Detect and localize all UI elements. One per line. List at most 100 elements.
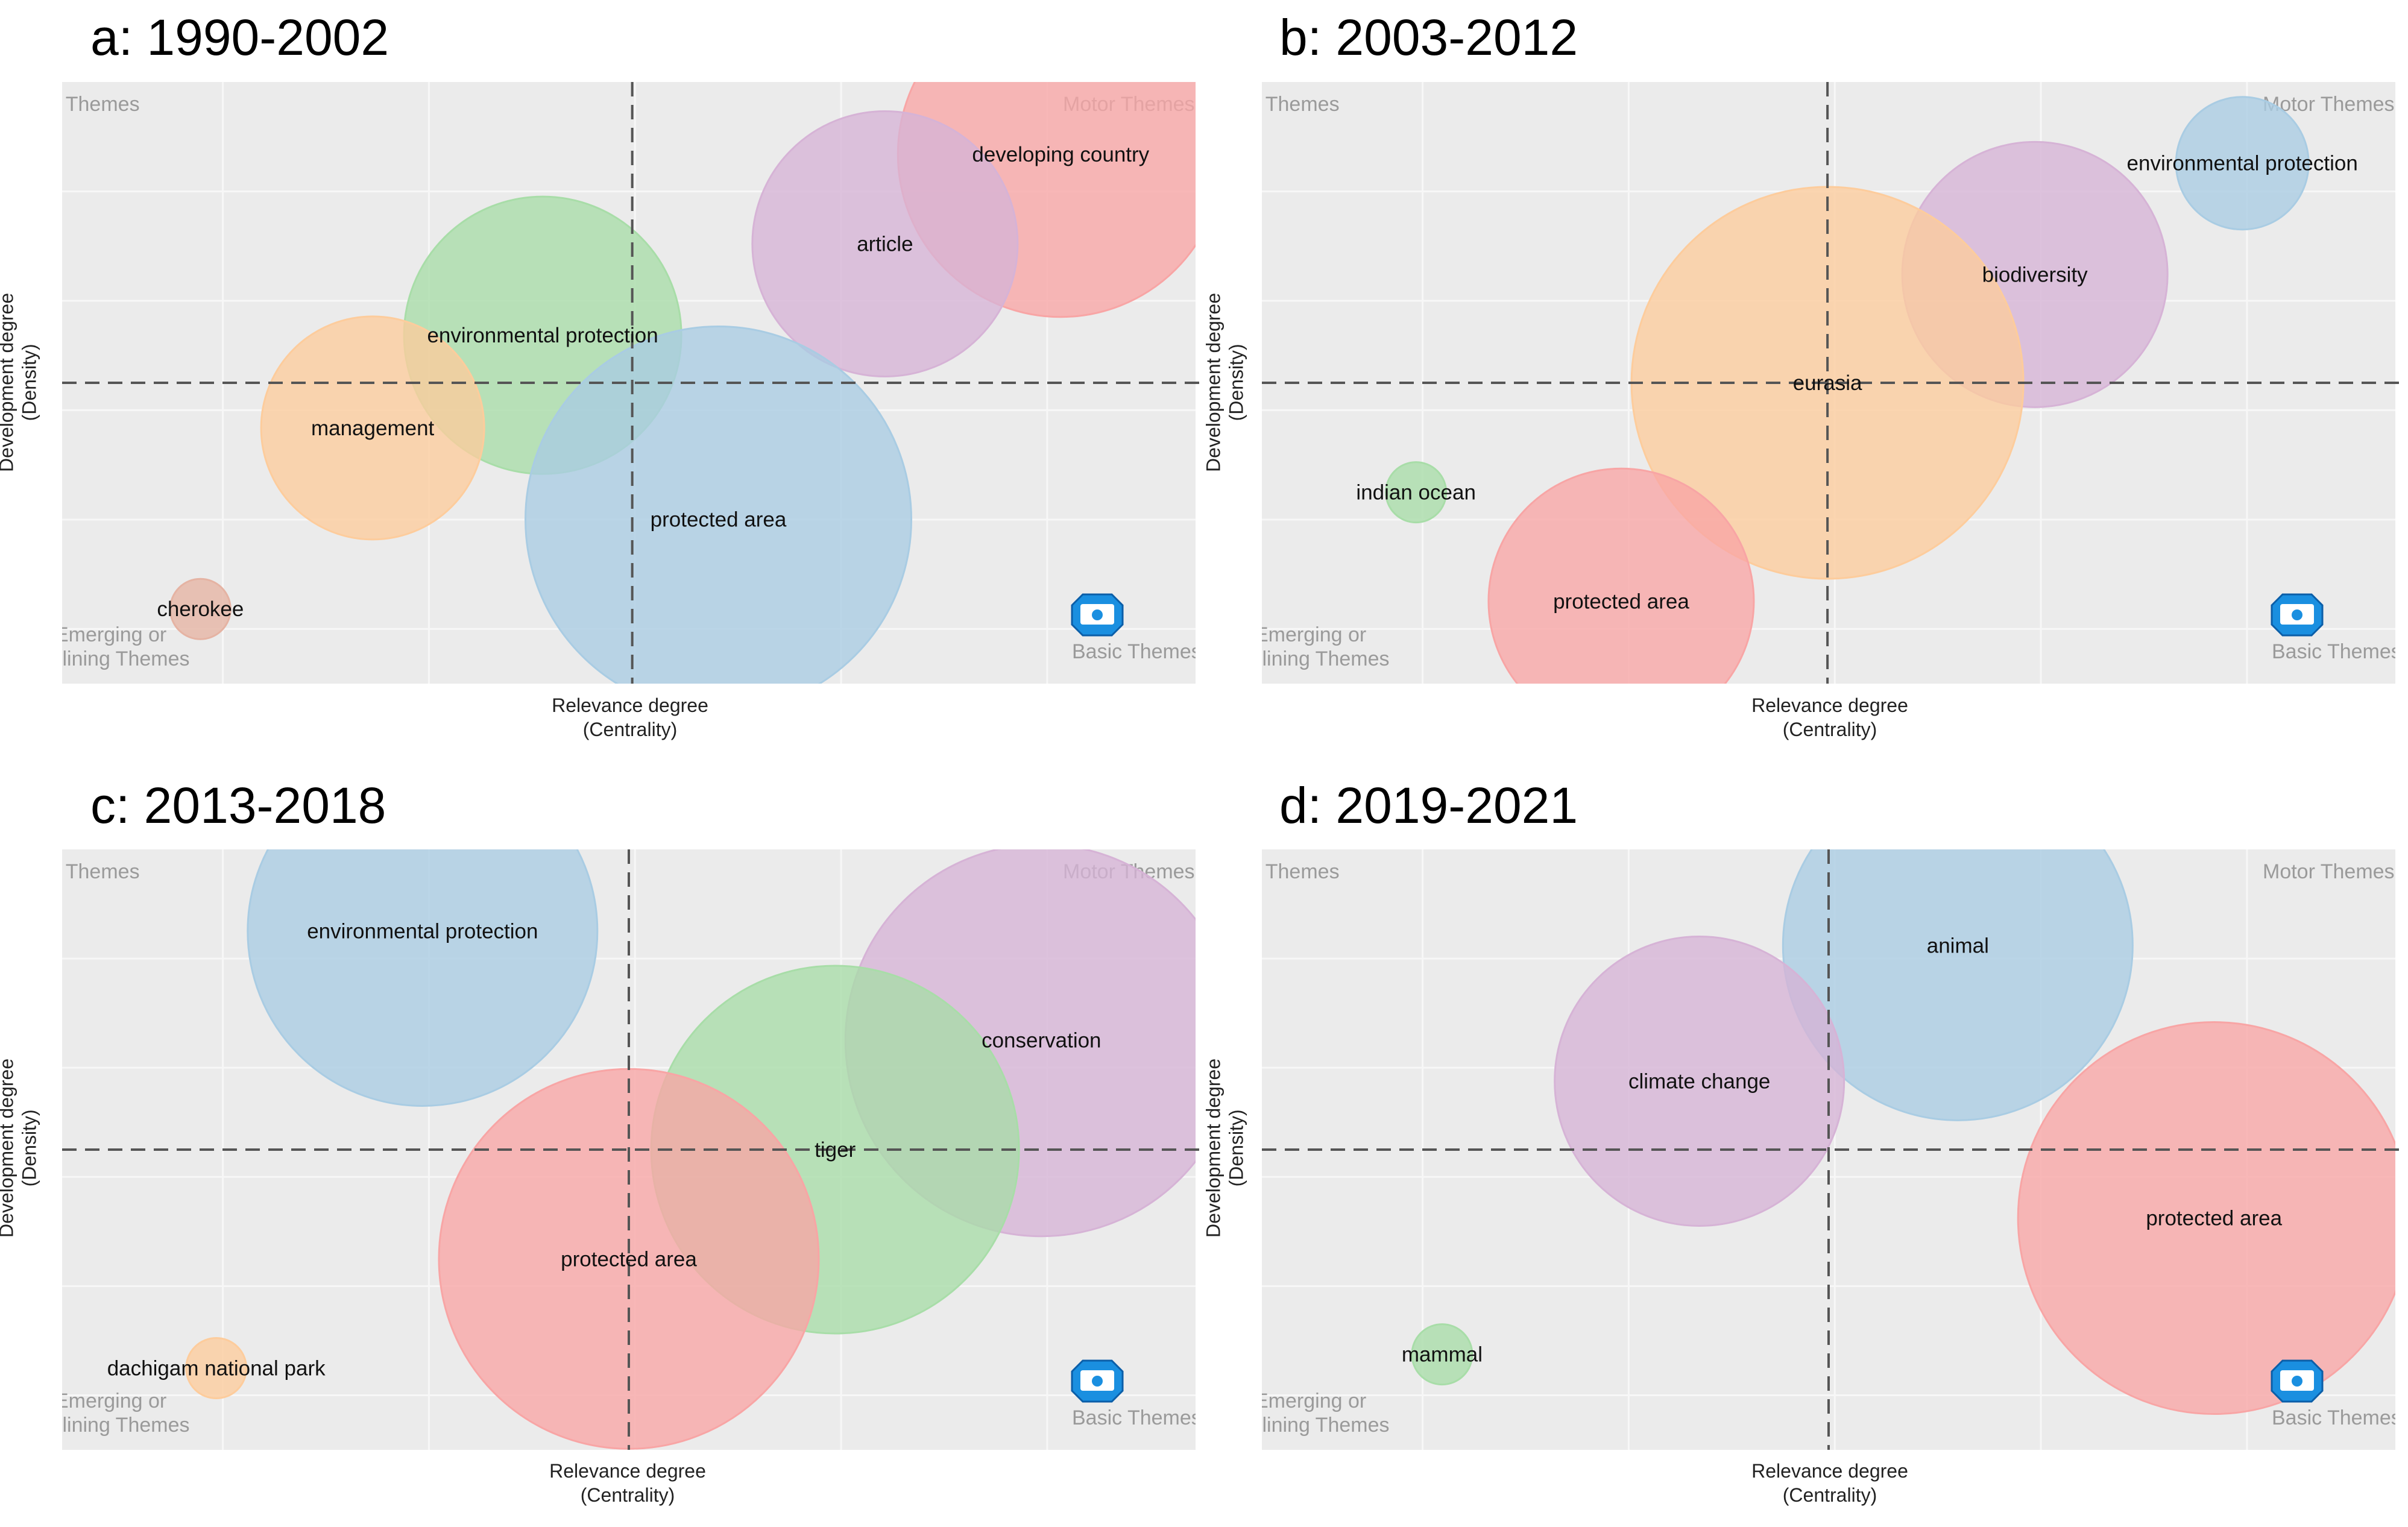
panel-d-ylabel-line2: (Density)	[1226, 1109, 1247, 1187]
panel-d-xlabel: Relevance degree (Centrality)	[1709, 1459, 1950, 1507]
quadrant-basic: Basic Themes	[2272, 640, 2401, 663]
quadrant-niche: Niche Themes	[1208, 860, 1340, 883]
bubble-label-tiger: tiger	[815, 1138, 856, 1162]
panel-c-title: c: 2013-2018	[90, 777, 386, 834]
bubble-label-environmental-protection: environmental protection	[2127, 152, 2358, 175]
logo-dot	[2292, 1376, 2302, 1387]
panel-d: d: 2019-2021 Niche Themes Motor Themes Eme…	[1202, 763, 2408, 1527]
bubble-environmental-protection	[2175, 96, 2310, 231]
bubble-label-article: article	[857, 232, 913, 256]
panel-c-xlabel: Relevance degree (Centrality)	[507, 1459, 748, 1507]
panel-a-title: a: 1990-2002	[90, 9, 389, 66]
quadrant-basic: Basic Themes	[1072, 1406, 1202, 1429]
bubble-cherokee	[169, 578, 232, 640]
bubble-management	[260, 315, 485, 541]
bubble-protected-area	[525, 326, 912, 684]
bubble-label-environmental-protection: environmental protection	[307, 919, 538, 943]
panel-b-title: b: 2003-2012	[1279, 9, 1578, 66]
bubble-label-eurasia: eurasia	[1793, 371, 1862, 395]
bubble-environmental-protection	[247, 849, 599, 1107]
bubble-climate-change	[1554, 935, 1845, 1227]
bibliometrix-logo-icon	[2271, 593, 2324, 637]
panel-b-xlabel-line2: (Centrality)	[1782, 719, 1877, 740]
panel-c-ylabel-line2: (Density)	[19, 1109, 40, 1187]
bubble-protected-area	[2017, 1021, 2395, 1415]
bubble-label-climate-change: climate change	[1628, 1069, 1770, 1093]
bubble-label-protected-area: protected area	[561, 1247, 697, 1271]
quadrant-emerging-line2: Declining Themes	[26, 1414, 190, 1437]
bubble-label-management: management	[311, 417, 435, 440]
bubble-label-animal: animal	[1927, 934, 1989, 957]
panel-c-xlabel-line2: (Centrality)	[580, 1484, 675, 1506]
logo-dot	[1092, 1376, 1103, 1387]
panel-b-ylabel-line1: Development degree	[1202, 292, 1224, 472]
bubble-mammal	[1411, 1323, 1473, 1386]
panel-a-ylabel: Development degree (Density)	[0, 268, 41, 497]
bubble-label-biodiversity: biodiversity	[1982, 263, 2088, 286]
panel-b-xlabel: Relevance degree (Centrality)	[1709, 693, 1950, 741]
panel-b: b: 2003-2012 Niche Themes Motor Themes Eme…	[1202, 0, 2408, 763]
panel-d-ylabel: Development degree (Density)	[1202, 1033, 1249, 1262]
bubble-label-cherokee: cherokee	[157, 597, 244, 621]
bubble-label-protected-area: protected area	[651, 508, 787, 532]
bubble-label-protected-area: protected area	[1553, 590, 1689, 613]
quadrant-emerging-line2: Declining Themes	[1226, 647, 1390, 670]
bubble-article	[751, 110, 1019, 377]
panel-d-title: d: 2019-2021	[1279, 777, 1578, 834]
bubbles	[169, 82, 1196, 684]
panel-c-xlabel-line1: Relevance degree	[549, 1460, 706, 1482]
panel-d-ylabel-line1: Development degree	[1202, 1058, 1224, 1238]
quadrant-emerging-line1: Emerging or	[55, 1390, 166, 1412]
panel-a-ylabel-line2: (Density)	[19, 344, 40, 421]
quadrant-emerging-line1: Emerging or	[1255, 623, 1366, 646]
panel-d-xlabel-line1: Relevance degree	[1751, 1460, 1908, 1482]
bubble-label-indian-ocean: indian ocean	[1356, 481, 1476, 505]
quadrant-basic: Basic Themes	[1072, 640, 1202, 663]
panel-a-ylabel-line1: Development degree	[0, 292, 17, 472]
bubble-label-developing-country: developing country	[972, 143, 1149, 166]
quadrant-basic: Basic Themes	[2272, 1406, 2401, 1429]
bubble-label-mammal: mammal	[1402, 1343, 1483, 1367]
bibliometrix-logo-icon	[1071, 593, 1124, 637]
bubble-label-protected-area: protected area	[2146, 1207, 2282, 1230]
quadrant-niche: Niche Themes	[8, 93, 140, 116]
quadrant-labels: Niche Themes Motor Themes Emerging orDecli…	[1208, 860, 2401, 1437]
panel-d-plot: Niche Themes Motor Themes Emerging orDecli…	[1208, 849, 2401, 1450]
panel-a-xlabel: Relevance degree (Centrality)	[509, 693, 751, 741]
bibliometrix-logo-icon	[1071, 1359, 1124, 1403]
logo-dot	[2292, 609, 2302, 620]
quadrant-emerging-line1: Emerging or	[55, 623, 166, 646]
panel-c-ylabel-line1: Development degree	[0, 1058, 17, 1238]
logo-dot	[1092, 609, 1103, 620]
quadrant-emerging-line2: Declining Themes	[1226, 1414, 1390, 1437]
quadrant-motor: Motor Themes	[2263, 860, 2395, 883]
bubble-label-environmental-protection: environmental protection	[427, 324, 658, 347]
panel-b-ylabel: Development degree (Density)	[1202, 268, 1249, 497]
bubble-dachigam-national-park	[185, 1337, 248, 1400]
quadrant-emerging-line2: Declining Themes	[26, 647, 190, 670]
bubble-animal	[1782, 849, 2134, 1121]
bubble-label-conservation: conservation	[982, 1029, 1101, 1053]
bubble-label-dachigam-national-park: dachigam national park	[107, 1357, 326, 1381]
bubbles	[185, 849, 1196, 1450]
panel-d-xlabel-line2: (Centrality)	[1782, 1484, 1877, 1506]
quadrant-niche: Niche Themes	[8, 860, 140, 883]
panel-b-ylabel-line2: (Density)	[1226, 344, 1247, 421]
bibliometrix-logo-icon	[2271, 1359, 2324, 1403]
bubble-indian-ocean	[1385, 461, 1448, 524]
bubble-protected-area	[1487, 467, 1755, 684]
panel-a-xlabel-line1: Relevance degree	[552, 694, 708, 716]
panel-b-xlabel-line1: Relevance degree	[1751, 694, 1908, 716]
bubbles	[1411, 849, 2395, 1415]
quadrant-emerging-line1: Emerging or	[1255, 1390, 1366, 1412]
panel-c-ylabel: Development degree (Density)	[0, 1033, 41, 1262]
panel-a-xlabel-line2: (Centrality)	[582, 719, 678, 740]
quadrant-niche: Niche Themes	[1208, 93, 1340, 116]
